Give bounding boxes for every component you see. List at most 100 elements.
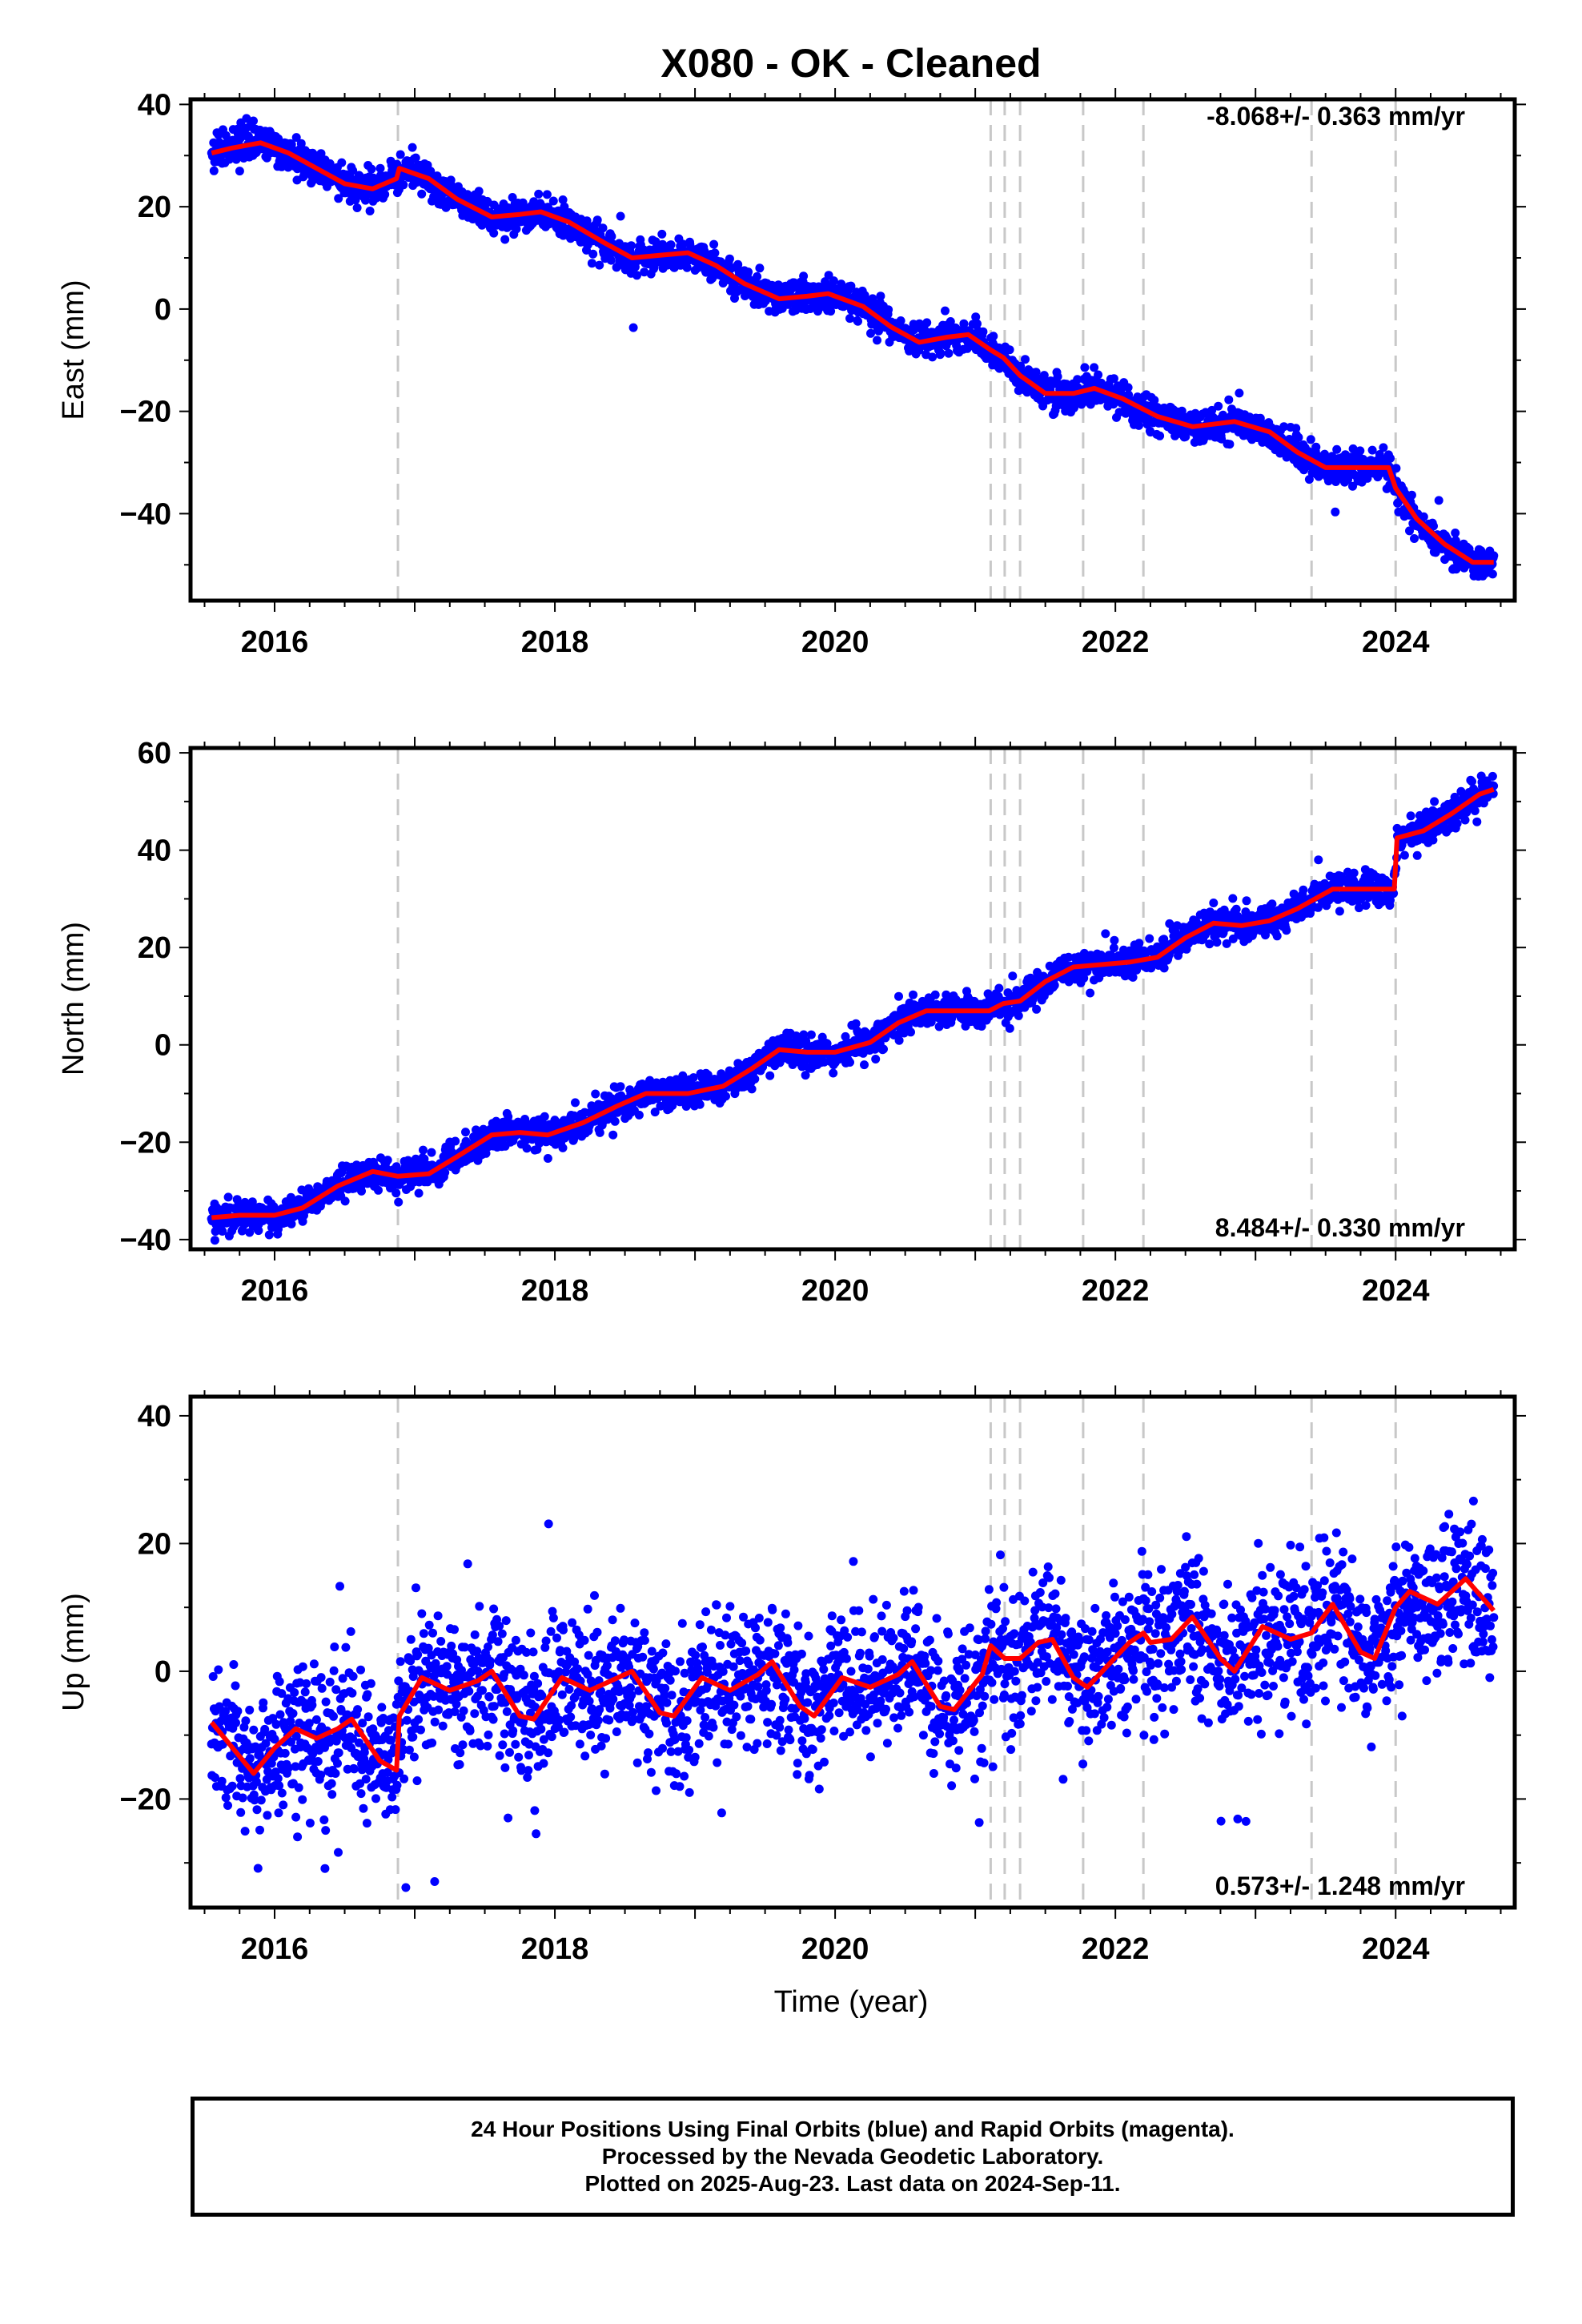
east-data-point	[1080, 363, 1090, 372]
east-data-point	[733, 259, 743, 269]
north-data-point	[419, 1145, 428, 1155]
east-data-point	[799, 271, 809, 281]
east-data-point	[1235, 388, 1244, 398]
east-data-point	[1150, 396, 1159, 405]
east-data-point	[936, 348, 946, 358]
east-data-point	[542, 190, 552, 199]
north-data-point	[806, 1030, 816, 1039]
east-data-point	[296, 139, 306, 148]
east-data-point	[582, 216, 592, 226]
east-data-point	[710, 248, 720, 258]
east-data-point	[558, 195, 568, 204]
north-data-point	[1032, 1004, 1042, 1014]
east-data-point	[1116, 384, 1126, 394]
north-data-point	[1134, 939, 1144, 948]
east-data-point	[235, 167, 244, 176]
east-x-tick-label: 2020	[801, 625, 869, 659]
east-data-point	[1224, 395, 1234, 404]
east-data-point	[500, 235, 510, 244]
east-data-point	[845, 314, 854, 324]
north-data-point	[351, 1160, 361, 1170]
east-y-axis-label: East (mm)	[57, 279, 90, 420]
east-data-point	[1331, 507, 1340, 517]
east-x-tick-label: 2018	[521, 625, 589, 659]
north-data-point	[374, 1185, 383, 1195]
east-data-point	[607, 231, 616, 241]
east-data-point	[1109, 374, 1118, 384]
east-y-tick-label: 40	[138, 88, 171, 122]
east-data-point	[548, 196, 558, 206]
east-data-point	[598, 223, 608, 233]
east-data-point	[1021, 355, 1030, 364]
chart-title: X080 - OK - Cleaned	[661, 41, 1041, 86]
east-data-point	[588, 249, 598, 259]
north-data-point	[440, 1168, 450, 1177]
east-data-point	[1434, 496, 1443, 505]
east-data-point	[1386, 453, 1395, 463]
east-data-point	[1279, 422, 1289, 432]
north-data-point	[391, 1188, 401, 1198]
north-data-point	[274, 1224, 283, 1234]
north-data-point	[210, 1236, 219, 1245]
east-data-point	[606, 255, 616, 265]
east-data-point	[1407, 490, 1416, 500]
east-data-point	[944, 348, 954, 358]
east-data-point	[1405, 526, 1414, 536]
north-data-point	[747, 1084, 757, 1094]
east-data-point	[595, 260, 604, 270]
north-data-point	[1008, 971, 1018, 981]
east-data-point	[627, 241, 636, 251]
north-data-point	[595, 1128, 604, 1137]
north-data-point	[721, 1092, 730, 1101]
east-data-point	[1155, 431, 1165, 440]
east-data-point	[426, 167, 436, 176]
north-data-point	[1209, 899, 1219, 907]
north-data-point	[695, 1100, 705, 1109]
east-data-point	[909, 325, 919, 335]
east-data-point	[291, 133, 301, 143]
east-data-point	[534, 189, 544, 199]
north-data-point	[1145, 934, 1154, 943]
north-data-point	[1212, 938, 1222, 947]
north-data-point	[879, 1044, 888, 1054]
north-data-point	[543, 1154, 552, 1163]
east-rate-label: -8.068+/- 0.363 mm/yr	[1207, 102, 1465, 131]
east-data-point	[1207, 405, 1217, 415]
north-data-point	[1050, 980, 1059, 990]
east-data-point	[922, 318, 932, 328]
north-data-point	[765, 1071, 775, 1080]
east-data-point	[657, 229, 667, 239]
north-data-point	[591, 1089, 600, 1099]
north-data-point	[845, 1058, 854, 1067]
east-data-point	[873, 336, 881, 345]
east-data-point	[396, 150, 405, 159]
east-data-point	[316, 149, 326, 159]
east-data-point	[989, 332, 998, 341]
east-data-point	[826, 307, 836, 316]
east-data-point	[884, 305, 893, 315]
north-data-point	[223, 1192, 233, 1202]
east-data-point	[725, 254, 734, 263]
north-data-point	[540, 1112, 549, 1121]
east-data-point	[744, 267, 753, 277]
east-data-point	[1134, 420, 1143, 430]
east-x-tick-label: 2022	[1082, 625, 1150, 659]
east-event-lines	[396, 99, 1397, 601]
north-data-point	[1101, 929, 1110, 939]
east-model-line	[211, 140, 1494, 565]
east-data-point	[1094, 370, 1103, 380]
east-y-tick-label: −40	[120, 497, 171, 531]
east-data-point	[1214, 401, 1223, 411]
east-data-point	[1124, 390, 1134, 400]
east-data-point	[587, 259, 596, 268]
east-data-point	[709, 239, 719, 249]
east-data-point	[1073, 375, 1082, 384]
north-data-point	[571, 1098, 580, 1108]
east-data-point	[489, 228, 499, 238]
east-data-point	[592, 215, 602, 225]
north-data-point	[461, 1128, 470, 1137]
north-data-point	[750, 1074, 760, 1084]
east-data-point	[978, 327, 988, 336]
east-data-point	[1332, 444, 1342, 454]
